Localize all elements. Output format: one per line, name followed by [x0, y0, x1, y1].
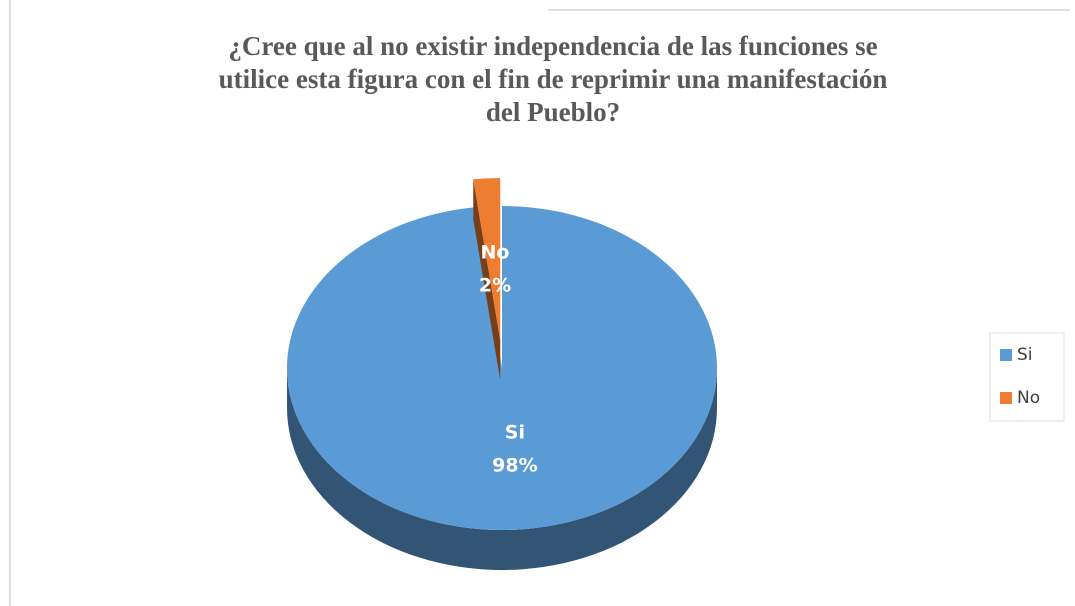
- legend-swatch: [1000, 349, 1012, 361]
- legend-swatch: [1000, 392, 1012, 404]
- slice: [473, 178, 501, 341]
- data-label-value: 98%: [492, 455, 537, 477]
- data-label-category: No: [481, 242, 510, 264]
- legend-label: Si: [1017, 345, 1033, 365]
- legend-box: [989, 332, 1065, 422]
- legend-label: No: [1017, 388, 1040, 408]
- data-label-category: Si: [505, 422, 525, 444]
- data-label-value: 2%: [479, 275, 511, 297]
- chart-title: ¿Cree que al no existir independencia de…: [218, 31, 888, 127]
- slice-face: [473, 179, 501, 381]
- slice: [287, 206, 717, 530]
- slice-side: [287, 368, 717, 570]
